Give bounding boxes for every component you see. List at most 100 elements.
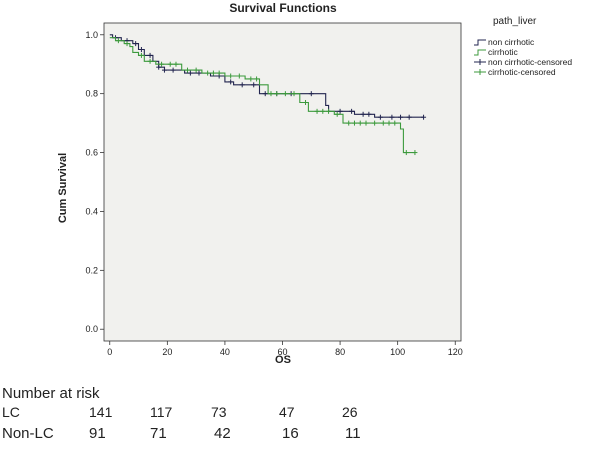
censor-mark — [159, 61, 165, 67]
x-axis-label: OS — [275, 354, 291, 366]
censor-mark — [236, 73, 242, 79]
censor-mark — [210, 70, 216, 76]
censor-mark — [184, 67, 190, 73]
legend-label: cirrhotic-censored — [488, 67, 556, 77]
censor-mark — [187, 70, 193, 76]
censor-mark — [326, 108, 332, 114]
y-axis-label: Cum Survival — [57, 153, 69, 223]
censor-mark — [254, 76, 260, 82]
censor-mark — [239, 82, 245, 88]
censor-mark — [268, 91, 274, 97]
censor-mark — [291, 91, 297, 97]
y-tick-label: 0.0 — [85, 324, 98, 334]
censor-mark — [251, 82, 257, 88]
censor-mark — [357, 120, 363, 126]
censor-mark — [386, 120, 392, 126]
censor-mark — [351, 120, 357, 126]
censor-mark — [377, 114, 383, 120]
legend-item: non cirrhotic-censored — [474, 57, 572, 67]
survival-line — [109, 34, 424, 118]
censor-mark — [248, 76, 254, 82]
plot-area — [103, 22, 462, 342]
censor-mark — [115, 38, 121, 44]
risk-table: Number at risk LC 141 117 73 47 26 Non-L… — [2, 384, 600, 446]
risk-value: 16 — [282, 425, 299, 442]
censor-mark — [389, 114, 395, 120]
y-tick-label: 0.4 — [85, 206, 98, 216]
legend-item: non cirrhotic — [474, 37, 535, 47]
censor-mark — [138, 52, 144, 58]
censor-mark — [334, 111, 340, 117]
censor-mark — [274, 91, 280, 97]
y-tick-label: 1.0 — [85, 30, 98, 40]
survival-chart: Survival Functions OS Cum Survival 0 20 40… — [57, 1, 572, 366]
censor-mark — [380, 120, 386, 126]
censor-mark — [360, 111, 366, 117]
x-tick-label: 60 — [277, 347, 287, 357]
censor-mark — [133, 41, 139, 47]
censor-mark — [193, 67, 199, 73]
legend-label: non cirrhotic-censored — [488, 57, 572, 67]
risk-label: Non-LC — [2, 425, 54, 442]
censor-mark — [308, 91, 314, 97]
censor-mark — [228, 79, 234, 85]
x-axis: 0 20 40 60 80 100 120 — [107, 341, 463, 357]
risk-row-lc: LC 141 117 73 47 26 — [2, 404, 600, 425]
censor-mark — [124, 41, 130, 47]
risk-value: 141 — [89, 404, 113, 420]
censor-mark — [412, 150, 418, 156]
censor-mark — [349, 108, 355, 114]
censor-mark — [403, 150, 409, 156]
risk-row-non-lc: Non-LC 91 71 42 16 11 — [2, 425, 600, 446]
censor-mark — [216, 70, 222, 76]
y-tick-label: 0.8 — [85, 89, 98, 99]
censor-mark — [205, 70, 211, 76]
risk-value: 26 — [342, 404, 358, 420]
censor-mark — [156, 64, 162, 70]
censor-mark — [161, 67, 167, 73]
risk-value: 73 — [211, 404, 227, 420]
risk-value: 42 — [214, 425, 231, 442]
legend-title: path_liver — [493, 16, 537, 27]
x-tick-label: 80 — [335, 347, 345, 357]
legend-label: non cirrhotic — [488, 37, 535, 47]
censor-mark — [421, 114, 427, 120]
chart-title: Survival Functions — [229, 1, 337, 15]
x-tick-label: 20 — [162, 347, 172, 357]
censor-mark — [346, 120, 352, 126]
censor-mark — [363, 120, 369, 126]
risk-label: LC — [2, 404, 20, 420]
y-tick-label: 0.2 — [85, 265, 98, 275]
legend-swatch — [474, 49, 486, 56]
risk-value: 91 — [89, 425, 106, 442]
legend-swatch — [474, 39, 486, 46]
censor-mark — [173, 61, 179, 67]
legend-label: cirrhotic — [488, 47, 519, 57]
survival-curves — [109, 34, 427, 156]
censor-mark — [337, 108, 343, 114]
censor-mark — [170, 67, 176, 73]
y-tick-label: 0.6 — [85, 148, 98, 158]
censor-mark — [314, 108, 320, 114]
legend-item: cirrhotic-censored — [474, 67, 556, 77]
risk-value: 11 — [345, 425, 361, 442]
censor-mark — [282, 91, 288, 97]
risk-value: 71 — [150, 425, 167, 442]
censor-mark — [372, 120, 378, 126]
legend-item: cirrhotic — [474, 47, 519, 57]
censor-mark — [196, 70, 202, 76]
x-tick-label: 120 — [448, 347, 463, 357]
x-tick-label: 100 — [390, 347, 405, 357]
risk-value: 47 — [279, 404, 295, 420]
censor-mark — [406, 114, 412, 120]
censor-mark — [303, 100, 309, 105]
risk-value: 117 — [150, 404, 173, 420]
censor-mark — [366, 111, 372, 117]
x-tick-label: 40 — [220, 347, 230, 357]
censor-mark — [398, 114, 404, 120]
censor-mark — [320, 108, 326, 114]
risk-table-title: Number at risk — [2, 385, 100, 402]
censor-mark — [147, 58, 153, 64]
y-axis: 0.0 0.2 0.4 0.6 0.8 1.0 — [85, 30, 104, 334]
